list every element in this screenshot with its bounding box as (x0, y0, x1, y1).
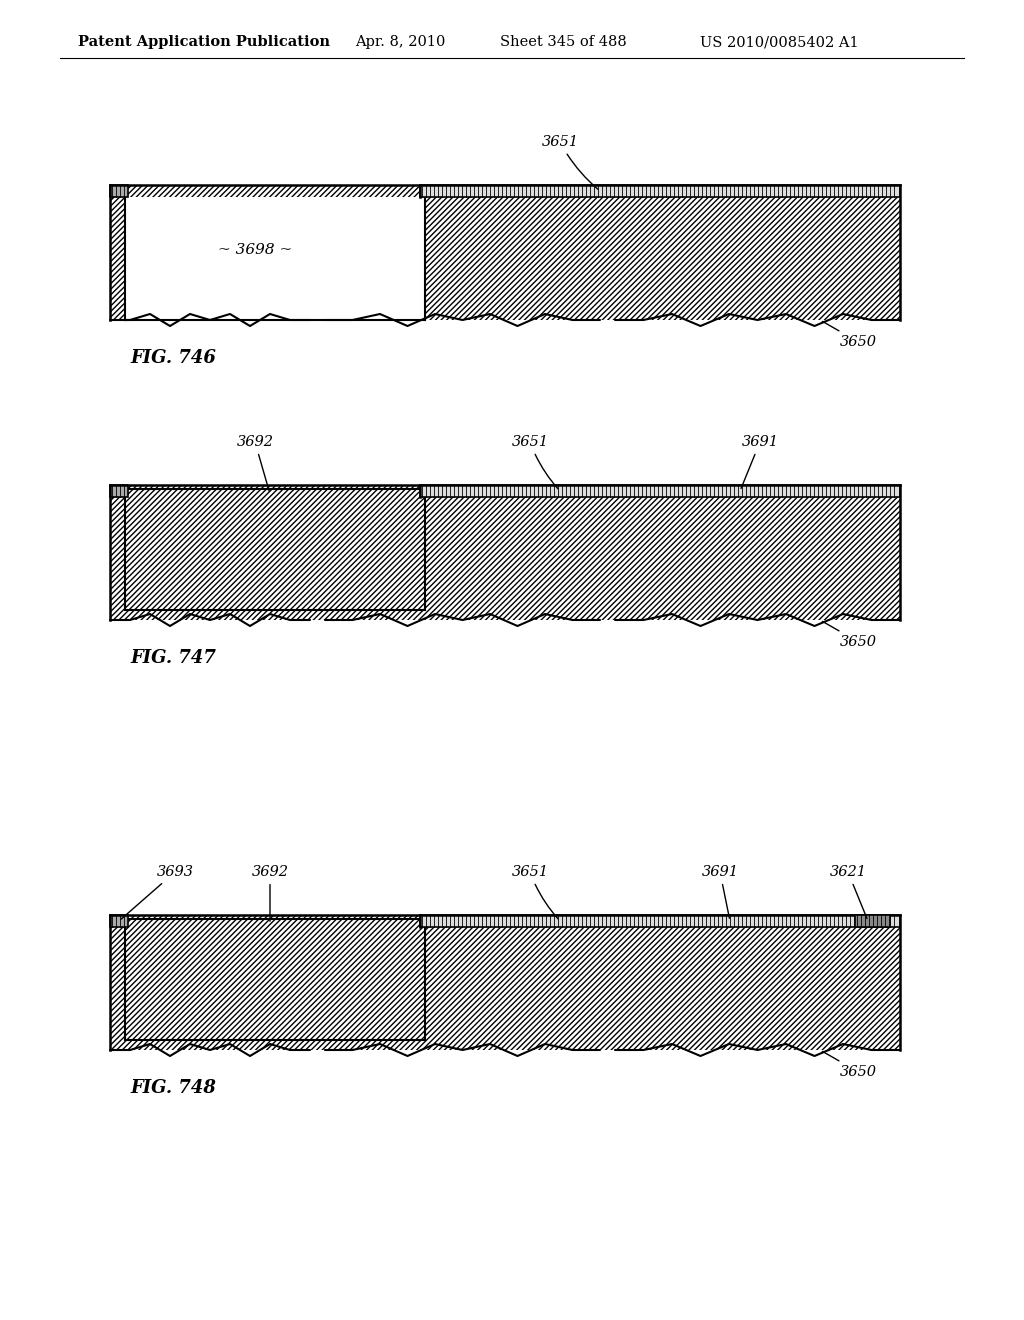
Text: 3691: 3691 (701, 865, 738, 919)
Text: US 2010/0085402 A1: US 2010/0085402 A1 (700, 36, 859, 49)
Text: 3621: 3621 (829, 865, 867, 919)
Text: 3693: 3693 (121, 865, 194, 919)
Bar (110, 915, 128, 927)
FancyBboxPatch shape (110, 484, 900, 620)
Bar (420, 484, 900, 498)
Text: Sheet 345 of 488: Sheet 345 of 488 (500, 36, 627, 49)
Bar (110, 185, 128, 197)
Text: Patent Application Publication: Patent Application Publication (78, 36, 330, 49)
Text: 3691: 3691 (741, 436, 778, 488)
Text: 3692: 3692 (237, 436, 273, 491)
Bar (110, 484, 128, 498)
Text: 3692: 3692 (252, 865, 289, 921)
Text: FIG. 747: FIG. 747 (130, 649, 216, 667)
Text: FIG. 748: FIG. 748 (130, 1078, 216, 1097)
FancyBboxPatch shape (110, 915, 900, 1049)
FancyBboxPatch shape (125, 919, 425, 1040)
Bar (855, 915, 890, 927)
Text: 3651: 3651 (512, 436, 558, 488)
Text: 3651: 3651 (542, 135, 598, 189)
Bar (125, 197, 425, 319)
Bar (420, 915, 900, 927)
Text: Apr. 8, 2010: Apr. 8, 2010 (355, 36, 445, 49)
FancyBboxPatch shape (110, 185, 900, 319)
Text: 3650: 3650 (822, 1051, 877, 1078)
Text: 3650: 3650 (822, 321, 877, 348)
FancyBboxPatch shape (125, 488, 425, 610)
Text: 3651: 3651 (512, 865, 558, 919)
Bar (420, 185, 900, 197)
Text: ~ 3698 ~: ~ 3698 ~ (218, 243, 292, 257)
Text: FIG. 746: FIG. 746 (130, 348, 216, 367)
Text: 3650: 3650 (822, 622, 877, 649)
